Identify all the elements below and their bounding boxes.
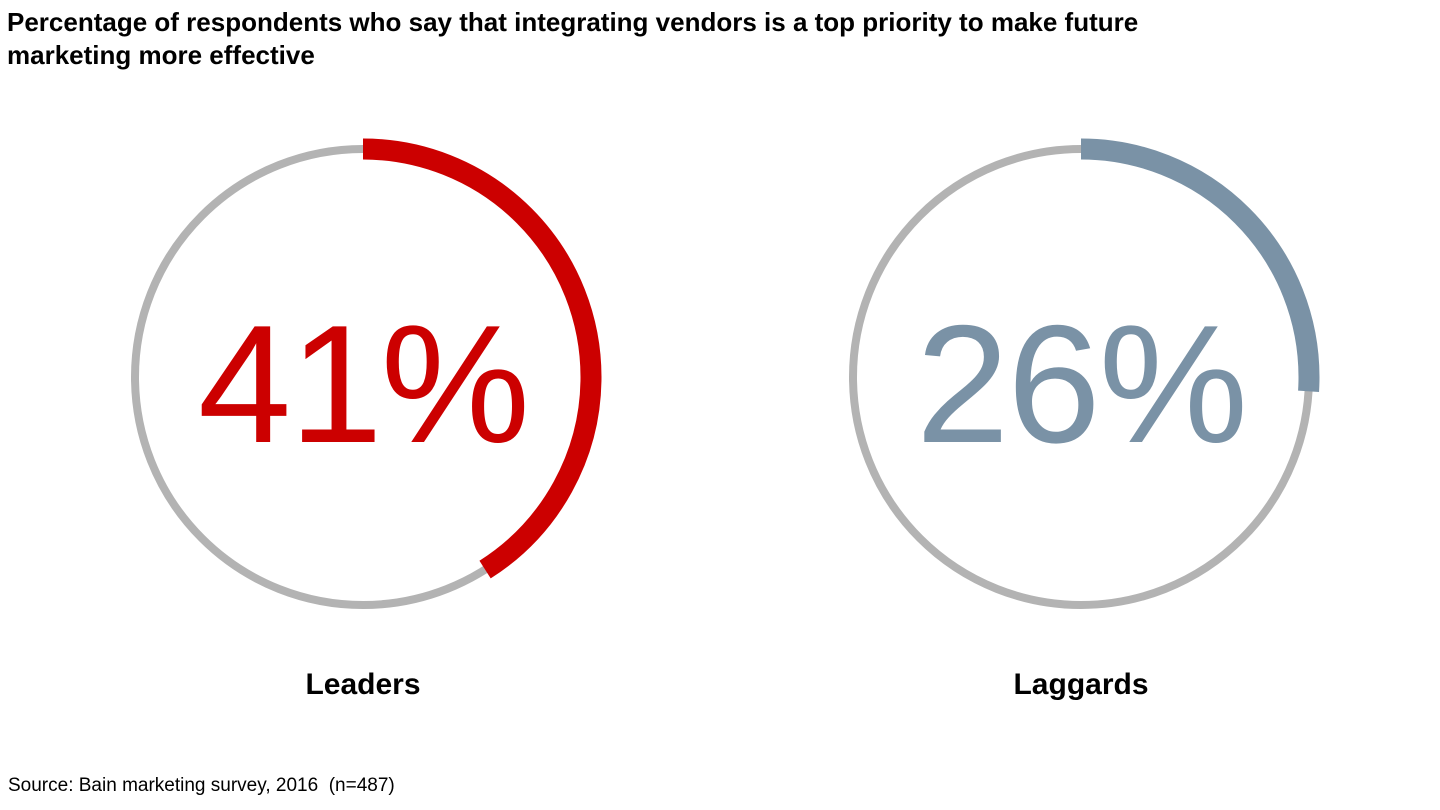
percentage-value-leaders: 41% [197,289,530,478]
donut-ring-leaders [124,138,602,616]
category-label-laggards: Laggards [1013,668,1149,701]
donut-chart-laggards: 26% [841,137,1321,617]
donut-value-arc [124,138,602,616]
chart-title-line1: Percentage of respondents who say that i… [7,7,1139,37]
chart-title-line2: marketing more effective [7,40,315,70]
chart-title: Percentage of respondents who say that i… [7,6,1347,72]
percentage-value-laggards: 26% [915,289,1248,478]
donut-ring-laggards [842,138,1320,616]
donut-chart-leaders: 41% [123,137,603,617]
donut-value-arc [842,138,1320,616]
source-note: Source: Bain marketing survey, 2016 (n=4… [8,775,395,796]
category-label-leaders: Leaders [305,668,421,701]
